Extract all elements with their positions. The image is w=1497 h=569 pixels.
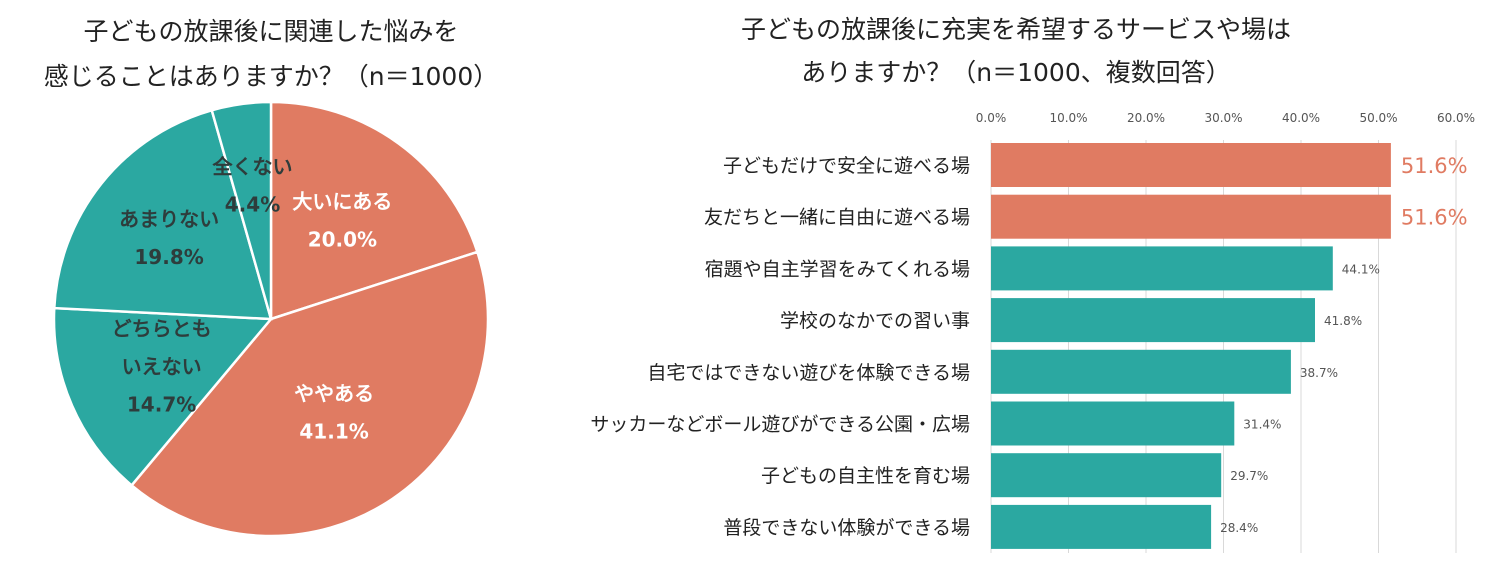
x-tick-label: 40.0% (1282, 111, 1320, 125)
bar-chart: 子どもの放課後に充実を希望するサービスや場は ありますか？（n＝1000、複数回… (590, 15, 1475, 553)
x-tick-label: 0.0% (976, 111, 1007, 125)
pie-labels: 大いにある 20.0% ややある 41.1% どちらともいえない 14.7% あまりない 19… (112, 155, 393, 444)
x-tick-label: 30.0% (1204, 111, 1242, 125)
pie-slice (210, 100, 273, 320)
pie-slice-label: あまりない 19.8% (119, 207, 219, 269)
bar-value-label: 51.6% (1401, 154, 1468, 178)
category-label: 友だちと一緒に自由に遊べる場 (704, 207, 970, 229)
category-label: 普段できない体験ができる場 (723, 517, 970, 539)
pie-slice (269, 100, 479, 321)
x-tick-label: 50.0% (1359, 111, 1397, 125)
pie-slice (52, 108, 273, 321)
pie-title-line-1: 子どもの放課後に関連した悩みを (83, 17, 458, 46)
bar-value-label: 51.6% (1401, 206, 1468, 230)
pie-slice (129, 250, 490, 538)
bar-value-label: 41.8% (1324, 314, 1362, 328)
pie-chart: 子どもの放課後に関連した悩みを 感じることはありますか？（n＝1000） 大いに… (44, 17, 498, 538)
bar-value-label: 29.7% (1230, 469, 1268, 483)
bar-value-label: 31.4% (1243, 418, 1281, 432)
pie-slice (52, 306, 274, 488)
x-tick-label: 20.0% (1127, 111, 1165, 125)
category-label: サッカーなどボール遊びができる公園・広場 (590, 414, 970, 436)
bar (991, 401, 1235, 446)
x-tick-label: 60.0% (1437, 111, 1475, 125)
bar-value-label: 44.1% (1342, 262, 1380, 276)
bar-value-label: 38.7% (1300, 366, 1338, 380)
bar-value-labels: 51.6% 51.6% 44.1% 41.8% 38.7% 31.4% 29.7% 28.4% (1220, 154, 1468, 535)
bar (991, 143, 1391, 187)
pie-slice-label: 大いにある 20.0% (292, 190, 392, 252)
x-tick-label: 10.0% (1049, 111, 1087, 125)
bar-category-labels: 子どもだけで安全に遊べる場友だちと一緒に自由に遊べる場宿題や自主学習をみてくれる… (590, 155, 970, 539)
bar (991, 194, 1391, 239)
bar-marks (991, 143, 1391, 549)
bar (991, 453, 1222, 498)
bar-value-label: 28.4% (1220, 521, 1258, 535)
pie-slice-label: どちらともいえない 14.7% (112, 317, 212, 417)
category-label: 子どもだけで安全に遊べる場 (723, 155, 970, 177)
pie-slice-label: 全くない 4.4% (212, 155, 293, 217)
bar (991, 349, 1291, 394)
bar (991, 298, 1315, 343)
category-label: 宿題や自主学習をみてくれる場 (705, 258, 970, 280)
bar-axis-ticks: 0.0% 10.0% 20.0% 30.0% 40.0% 50.0% 60.0% (976, 111, 1475, 125)
category-label: 子どもの自主性を育む場 (761, 465, 970, 487)
pie-title-line-2: 感じることはありますか？（n＝1000） (44, 62, 498, 91)
bar (991, 504, 1212, 549)
pie-slice-label: ややある 41.1% (294, 382, 374, 444)
category-label: 自宅ではできない遊びを体験できる場 (647, 362, 970, 384)
bar-title-line-2: ありますか？（n＝1000、複数回答） (801, 58, 1230, 87)
category-label: 学校のなかでの習い事 (780, 310, 970, 332)
bar-title-line-1: 子どもの放課後に充実を希望するサービスや場は (741, 15, 1291, 44)
pie-slices (52, 100, 490, 538)
bar (991, 246, 1333, 291)
